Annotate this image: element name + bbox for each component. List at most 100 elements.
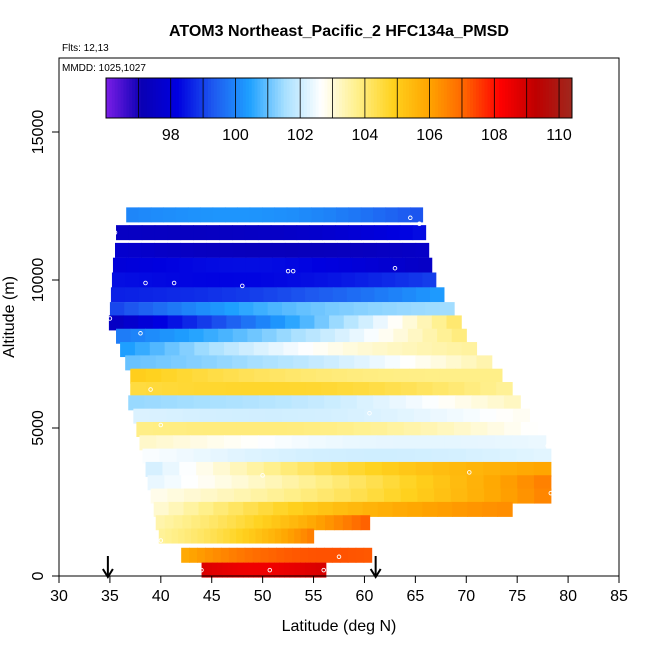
heatmap-cell: [153, 421, 171, 437]
heatmap-cell: [439, 368, 457, 384]
heatmap-cell: [281, 408, 299, 424]
heatmap-cell: [169, 421, 188, 437]
heatmap-row: [153, 501, 513, 517]
heatmap-cell: [212, 207, 226, 223]
heatmap-cell: [206, 562, 213, 578]
heatmap-cell: [386, 225, 401, 241]
colorbar-segment: [502, 78, 506, 118]
heatmap-cell: [219, 242, 234, 258]
heatmap-cell: [210, 448, 229, 464]
heatmap-cell: [311, 242, 325, 258]
heatmap-cell: [466, 475, 485, 491]
colorbar-segment: [143, 78, 148, 118]
heatmap-cell: [418, 257, 433, 273]
heatmap-cell: [134, 342, 151, 358]
heatmap-cell: [200, 515, 210, 531]
colorbar-segment: [507, 78, 512, 118]
heatmap-cell: [482, 448, 501, 464]
heatmap-cell: [267, 302, 283, 318]
x-tick-label: 75: [508, 588, 526, 605]
heatmap-cell: [400, 355, 416, 371]
sample-point: [199, 567, 204, 573]
colorbar-segment: [333, 78, 337, 118]
heatmap-cell: [253, 562, 260, 578]
heatmap-cell: [387, 315, 404, 331]
heatmap-cell: [329, 315, 345, 331]
colorbar-segment: [356, 78, 360, 118]
heatmap-cell: [319, 287, 334, 303]
heatmap-cell: [274, 528, 282, 544]
heatmap-cell: [189, 547, 198, 563]
heatmap-cell: [316, 547, 325, 563]
heatmap-cell: [359, 435, 378, 451]
heatmap-cell: [528, 435, 547, 451]
heatmap-cell: [413, 408, 431, 424]
heatmap-cell: [416, 287, 431, 303]
heatmap-cell: [355, 547, 365, 563]
colorbar-segment: [435, 78, 439, 118]
colorbar-segment: [184, 78, 189, 118]
heatmap-cell: [247, 355, 264, 371]
heatmap-cell: [179, 257, 194, 273]
colorbar-tick-label: 100: [222, 127, 249, 144]
heatmap-cell: [258, 562, 265, 578]
colorbar-segment: [245, 78, 250, 118]
heatmap-cell: [338, 257, 353, 273]
heatmap-cell: [206, 272, 221, 288]
heatmap-cell: [145, 461, 164, 477]
heatmap-cell: [152, 287, 168, 303]
colorbar-segment: [301, 78, 305, 118]
heatmap-cell: [373, 395, 391, 411]
heatmap-cell: [389, 395, 407, 411]
heatmap-cell: [242, 528, 250, 544]
heatmap-cell: [192, 257, 207, 273]
heatmap-cell: [384, 488, 402, 504]
heatmap-cell: [273, 382, 290, 398]
sample-point: [321, 567, 326, 573]
heatmap-cell: [178, 382, 195, 398]
heatmap-cell: [415, 242, 430, 258]
heatmap-cell: [262, 355, 279, 371]
heatmap-cell: [213, 461, 231, 477]
sample-point: [117, 206, 123, 212]
heatmap-cell: [420, 421, 438, 437]
heatmap-cell: [257, 225, 272, 241]
heatmap-cell: [178, 528, 186, 544]
sample-point: [545, 443, 550, 449]
heatmap-cell: [123, 315, 139, 331]
heatmap-cell: [402, 315, 418, 331]
heatmap-cell: [422, 328, 438, 344]
heatmap-cell: [438, 395, 456, 411]
heatmap-cell: [180, 225, 194, 241]
heatmap-cell: [437, 421, 455, 437]
heatmap-cell: [232, 355, 248, 371]
colorbar-segment: [152, 78, 157, 118]
heatmap-cell: [305, 382, 322, 398]
colorbar-segment: [138, 78, 142, 118]
heatmap-cell: [307, 528, 315, 544]
heatmap-cell: [232, 328, 248, 344]
heatmap-cell: [294, 528, 302, 544]
colorbar-segment: [289, 78, 293, 118]
heatmap-cell: [218, 328, 234, 344]
colorbar-segment: [475, 78, 480, 118]
heatmap-cell: [284, 562, 291, 578]
heatmap-cell: [235, 287, 251, 303]
heatmap-cell: [487, 395, 505, 411]
heatmap-cell: [317, 488, 335, 504]
colorbar-segment: [324, 78, 328, 118]
heatmap-cell: [416, 382, 434, 398]
colorbar-segment: [140, 78, 145, 118]
colorbar-segment: [135, 78, 139, 118]
heatmap-cell: [409, 368, 426, 384]
heatmap-cell: [193, 448, 212, 464]
colorbar-segment: [531, 78, 535, 118]
heatmap-cell: [292, 547, 301, 563]
heatmap-cell: [253, 421, 271, 437]
colorbar-segment: [321, 78, 325, 118]
heatmap-cell: [175, 207, 189, 223]
x-tick-label: 40: [152, 588, 170, 605]
heatmap-cell: [141, 242, 155, 258]
heatmap-cell: [247, 328, 263, 344]
heatmap-cell: [142, 448, 161, 464]
